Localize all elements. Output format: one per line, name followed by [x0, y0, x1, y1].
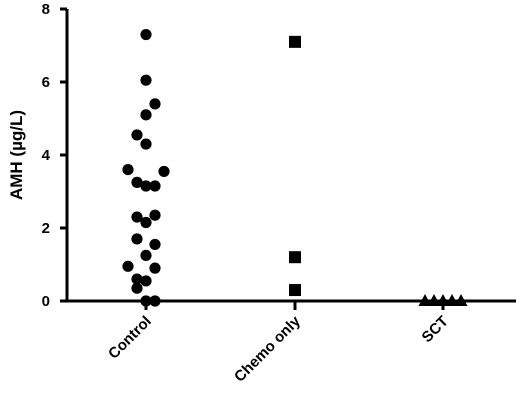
- control-point: [158, 165, 170, 178]
- control-point: [131, 273, 143, 285]
- sct-point: [436, 294, 450, 306]
- axes: 0 2 4 6 8 Control Chemo only SCT: [42, 1, 516, 386]
- control-point: [149, 209, 161, 221]
- control-point: [140, 249, 152, 261]
- control-point: [149, 238, 161, 251]
- control-point: [140, 109, 152, 121]
- y-axis-title: AMH (µg/L): [7, 110, 26, 200]
- chemo-only-point: [289, 284, 301, 297]
- y-tick-label: 6: [42, 74, 50, 91]
- y-tick-label: 2: [42, 220, 50, 237]
- control-point: [140, 74, 152, 86]
- control-point: [131, 211, 143, 223]
- x-category-label: Chemo only: [231, 312, 304, 385]
- control-point: [149, 262, 161, 274]
- control-point: [131, 129, 143, 141]
- chemo-only-point: [289, 35, 301, 48]
- control-point: [149, 180, 161, 192]
- control-point: [140, 295, 152, 307]
- sct-point: [454, 294, 468, 306]
- control-point: [140, 138, 152, 150]
- chemo-only-point: [289, 251, 301, 264]
- y-tick-label: 0: [42, 293, 50, 310]
- control-point: [122, 260, 134, 272]
- sct-point: [445, 294, 459, 306]
- x-category-label: Control: [105, 313, 155, 363]
- y-tick-label: 8: [42, 1, 50, 18]
- control-point: [149, 295, 161, 307]
- control-point: [140, 216, 152, 229]
- control-point: [140, 28, 152, 41]
- data-points: [122, 28, 468, 307]
- control-point: [122, 164, 134, 176]
- control-point: [149, 98, 161, 110]
- control-point: [140, 275, 152, 287]
- sct-point: [418, 294, 432, 306]
- x-category-label: SCT: [419, 313, 452, 346]
- control-point: [131, 176, 143, 188]
- control-point: [131, 233, 143, 245]
- control-point: [131, 282, 143, 294]
- y-tick-label: 4: [42, 147, 51, 164]
- control-point: [140, 180, 152, 192]
- sct-point: [427, 294, 441, 306]
